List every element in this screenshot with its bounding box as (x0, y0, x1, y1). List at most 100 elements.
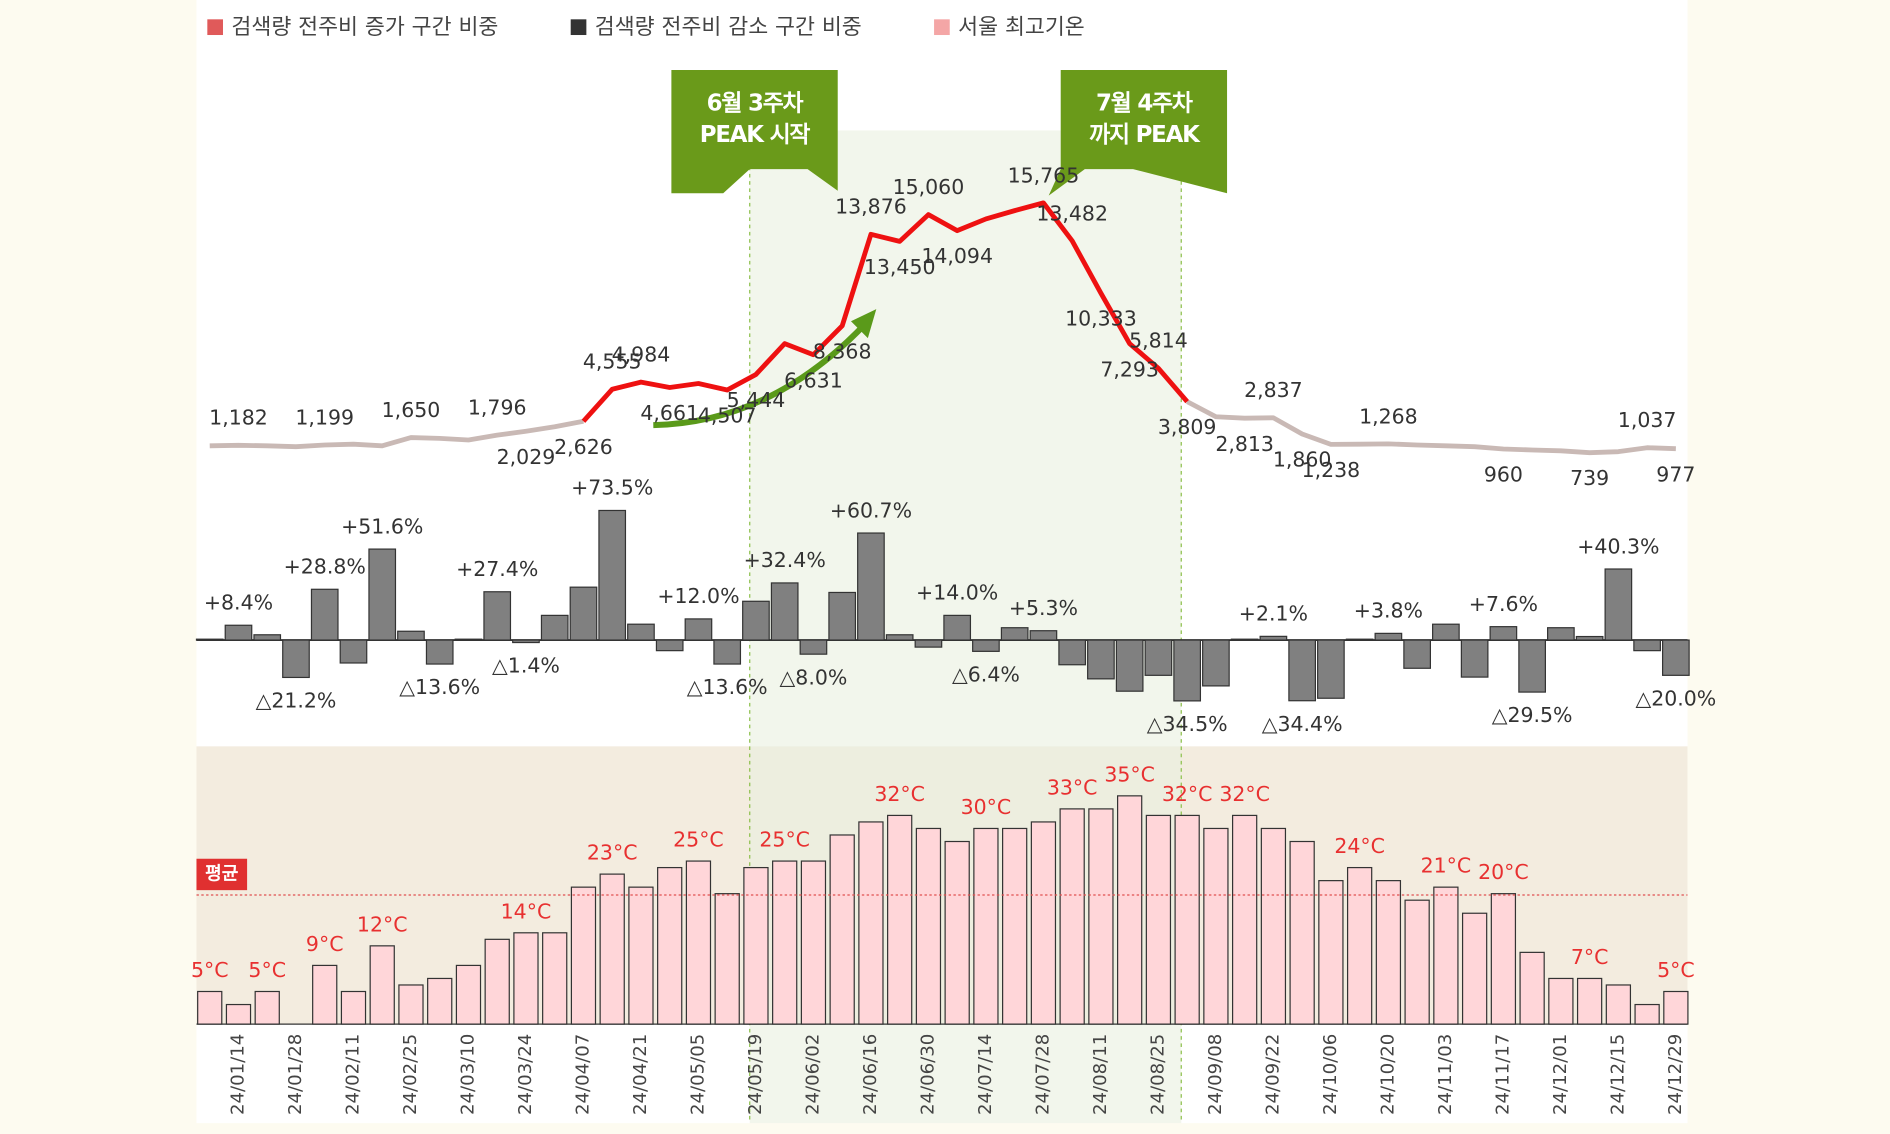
temperature-bar (829, 834, 855, 1025)
change-label: △13.6% (687, 675, 768, 699)
change-bar (569, 586, 598, 641)
change-bar (914, 639, 943, 648)
temperature-bar (657, 866, 683, 1025)
temperature-bar (1490, 893, 1517, 1025)
legend-label: 서울 최고기온 (958, 15, 1085, 40)
change-label: +40.3% (1577, 534, 1659, 558)
temperature-bar (398, 984, 424, 1025)
change-bar (310, 588, 339, 641)
temperature-bar (1548, 977, 1574, 1025)
temperature-bar (1663, 990, 1689, 1025)
temperature-label: 5°C (248, 958, 286, 982)
temperature-label: 14°C (501, 899, 552, 923)
change-bar (1087, 639, 1115, 680)
annotation-text: 7월 4주차 (1096, 90, 1193, 116)
temperature-bar (1145, 814, 1172, 1025)
temperature-bar (254, 990, 280, 1025)
change-bar (770, 582, 799, 641)
change-label: △34.5% (1147, 712, 1228, 736)
line-value-label: 10,333 (1065, 307, 1137, 331)
change-bar (857, 532, 885, 641)
change-bar (253, 634, 282, 641)
x-tick-label: 24/07/14 (975, 1034, 996, 1115)
line-value-label: 2,626 (554, 435, 613, 459)
temperature-bar (1605, 984, 1632, 1025)
line-value-label: 1,860 (1273, 448, 1332, 472)
change-bar (828, 591, 857, 641)
line-value-label: 1,238 (1302, 458, 1361, 482)
change-label: △6.4% (952, 662, 1020, 686)
change-label: +28.8% (284, 555, 366, 579)
temperature-bar (312, 964, 338, 1025)
change-label: +73.5% (571, 476, 653, 500)
temperature-bar (484, 938, 510, 1025)
line-value-label: 739 (1570, 466, 1609, 490)
annotation-text: 6월 3주차 (707, 90, 804, 116)
change-label: △13.6% (399, 675, 480, 699)
line-value-label: 8,368 (813, 339, 872, 363)
x-tick-label: 24/07/28 (1032, 1034, 1053, 1115)
temperature-bar (1030, 821, 1057, 1025)
line-value-label: 5,444 (727, 388, 786, 412)
change-label: △8.0% (780, 665, 848, 689)
temperature-bar (1088, 808, 1114, 1025)
change-bar (195, 638, 224, 641)
x-tick-label: 24/08/25 (1147, 1034, 1168, 1115)
temperature-bar (340, 990, 367, 1025)
change-bar (627, 623, 655, 641)
x-tick-label: 24/10/20 (1377, 1034, 1398, 1115)
change-label: +27.4% (456, 557, 538, 581)
annotation-text: PEAK 시작 (700, 122, 811, 148)
temperature-bar (1634, 1003, 1660, 1025)
change-label: △21.2% (256, 689, 337, 713)
temperature-label: 32°C (874, 782, 925, 806)
temperature-bar (772, 860, 798, 1025)
line-value-label: 15,060 (893, 175, 965, 199)
change-bar (799, 639, 828, 655)
change-bar (1173, 639, 1202, 702)
change-bar (1058, 639, 1087, 666)
change-bar (713, 639, 742, 665)
change-label: △34.4% (1262, 712, 1343, 736)
temperature-bar (1346, 866, 1373, 1025)
line-value-label: 14,094 (921, 244, 993, 268)
legend-swatch (570, 19, 587, 36)
temperature-bar (915, 827, 942, 1025)
temperature-label: 23°C (587, 841, 638, 865)
temperature-bar (1519, 951, 1545, 1025)
temperature-label: 5°C (1657, 958, 1695, 982)
change-bar (972, 639, 1000, 652)
change-bar (1317, 639, 1345, 699)
x-tick-label: 24/10/06 (1320, 1034, 1341, 1115)
x-tick-label: 24/01/28 (285, 1034, 306, 1115)
change-label: +2.1% (1239, 602, 1308, 626)
temperature-bar (1059, 808, 1085, 1025)
change-bar (742, 600, 770, 641)
change-label: △1.4% (492, 654, 560, 678)
temperature-bar (1433, 886, 1459, 1025)
x-tick-label: 24/08/11 (1090, 1034, 1111, 1115)
change-bar (655, 639, 684, 652)
change-bar (598, 509, 627, 641)
x-tick-label: 24/02/25 (400, 1034, 421, 1115)
change-bar (224, 624, 253, 641)
temperature-label: 25°C (673, 828, 724, 852)
temperature-bar (1375, 880, 1402, 1025)
change-bar (1432, 623, 1460, 641)
legend-label: 검색량 전주비 증가 구간 비중 (231, 15, 498, 40)
temperature-bar (1461, 912, 1488, 1025)
temperature-label: 32°C (1162, 782, 1213, 806)
temperature-label: 24°C (1334, 834, 1385, 858)
change-label: △29.5% (1492, 703, 1573, 727)
line-value-label: 2,029 (497, 445, 556, 469)
x-tick-label: 24/06/16 (860, 1034, 881, 1115)
x-tick-label: 24/02/11 (342, 1034, 363, 1115)
temperature-bar (1174, 814, 1200, 1025)
line-value-label: 13,482 (1036, 201, 1108, 225)
change-bar (885, 634, 914, 641)
temperature-bar (1318, 880, 1344, 1025)
line-value-label: 5,814 (1129, 329, 1188, 353)
x-tick-label: 24/11/03 (1435, 1034, 1456, 1115)
legend-swatch (207, 19, 223, 36)
temperature-bar (1260, 827, 1287, 1025)
